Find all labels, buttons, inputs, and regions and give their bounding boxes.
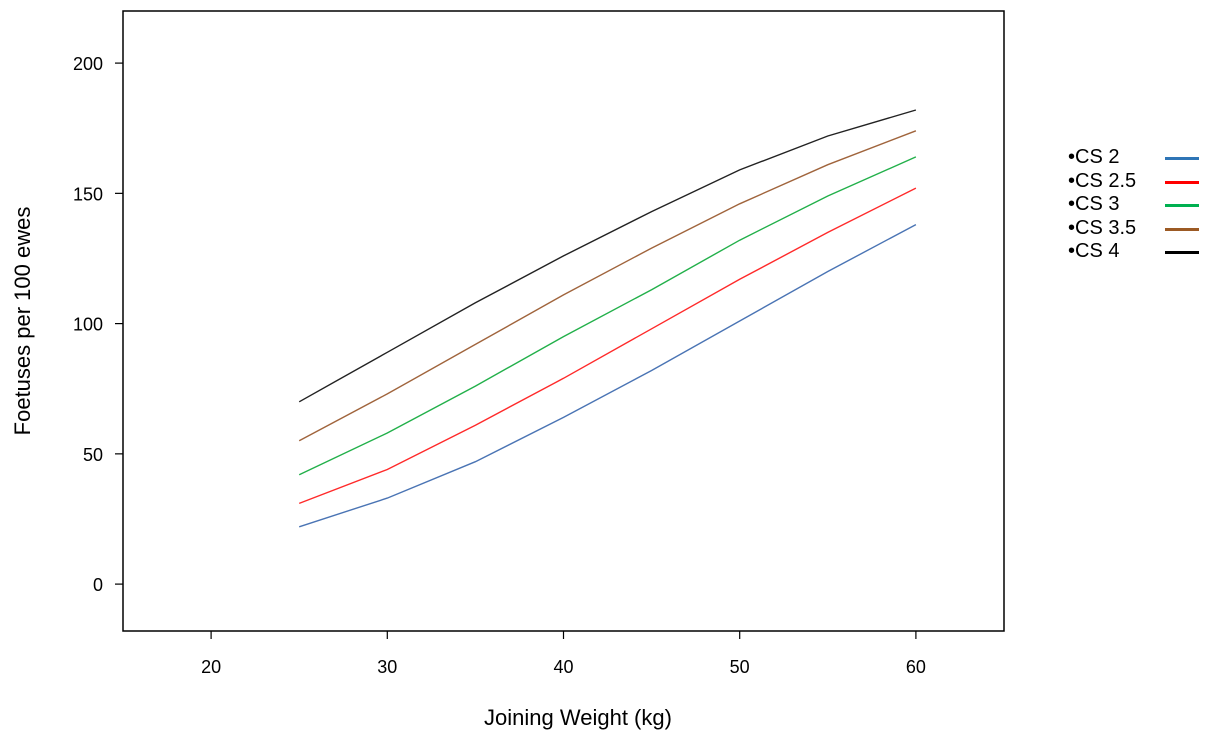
- y-tick-label: 50: [83, 445, 103, 465]
- x-tick-label: 60: [906, 657, 926, 677]
- legend-swatch: [1165, 251, 1199, 254]
- legend-item: •CS 3: [1068, 193, 1208, 217]
- legend-item: •CS 2.5: [1068, 170, 1208, 194]
- y-tick-label: 200: [73, 54, 103, 74]
- series-line-2: [298, 156, 917, 476]
- legend-swatch: [1165, 157, 1199, 160]
- x-tick-label: 20: [201, 657, 221, 677]
- series-line-1: [298, 187, 917, 505]
- series-line-3: [298, 130, 917, 442]
- legend: •CS 2 •CS 2.5 •CS 3 •CS 3.5 •CS 4: [1068, 146, 1208, 264]
- legend-swatch: [1165, 204, 1199, 207]
- y-tick-label: 0: [93, 575, 103, 595]
- legend-item: •CS 2: [1068, 146, 1208, 170]
- plot-frame: [122, 10, 1005, 632]
- x-tick-label: 40: [553, 657, 573, 677]
- legend-swatch: [1165, 180, 1199, 184]
- x-tick-label: 50: [730, 657, 750, 677]
- legend-label: •CS 4: [1068, 240, 1120, 262]
- x-axis-ticks: 20 30 40 50 60: [201, 631, 926, 677]
- x-axis-title: Joining Weight (kg): [484, 705, 672, 730]
- y-axis-ticks: 0 50 100 150 200: [73, 54, 123, 595]
- y-tick-label: 150: [73, 184, 103, 204]
- legend-label: •CS 2: [1068, 146, 1120, 168]
- legend-label: •CS 2.5: [1068, 169, 1137, 192]
- legend-item: •CS 4: [1068, 240, 1208, 264]
- legend-label: •CS 3.5: [1068, 216, 1137, 239]
- legend-label: •CS 3: [1068, 193, 1120, 215]
- series-line-4: [298, 109, 917, 403]
- x-tick-label: 30: [377, 657, 397, 677]
- legend-item: •CS 3.5: [1068, 217, 1208, 241]
- series-lines: [298, 109, 917, 528]
- series-line-0: [298, 223, 917, 528]
- y-tick-label: 100: [73, 315, 103, 335]
- y-axis-title: Foetuses per 100 ewes: [10, 207, 35, 436]
- legend-swatch: [1165, 227, 1199, 231]
